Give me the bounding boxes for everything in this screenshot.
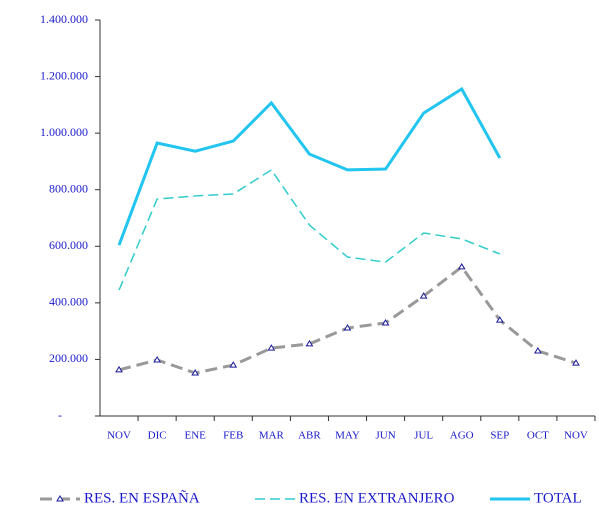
series-line <box>117 86 502 246</box>
marker <box>153 356 161 363</box>
x-tick-label: MAR <box>259 430 285 442</box>
x-tick-label: ENE <box>184 430 206 442</box>
marker <box>191 369 200 376</box>
marker <box>305 339 314 347</box>
y-tick-label: 1.000.000 <box>40 125 88 139</box>
legend-label: RES. EN EXTRANJERO <box>299 490 455 506</box>
marker <box>115 365 123 373</box>
x-tick-label: AGO <box>450 430 474 442</box>
y-tick-label: 800.000 <box>49 181 88 195</box>
marker <box>381 318 390 326</box>
marker <box>419 292 428 299</box>
marker <box>495 316 504 323</box>
marker <box>534 346 542 354</box>
x-tick-label: SEP <box>490 430 509 442</box>
y-tick-label: 400.000 <box>49 295 88 309</box>
marker <box>572 359 580 366</box>
legend-label: TOTAL <box>534 490 582 506</box>
x-tick-label: ABR <box>298 430 321 442</box>
y-tick-label: - <box>58 408 62 422</box>
x-tick-label: MAY <box>335 430 360 442</box>
y-tick-label: 200.000 <box>49 351 88 365</box>
x-tick-label: FEB <box>223 430 243 442</box>
legend-label: RES. EN ESPAÑA <box>84 490 200 506</box>
x-tick-label: NOV <box>107 430 131 442</box>
x-tick-label: JUN <box>375 430 395 442</box>
marker <box>343 324 352 331</box>
y-tick-label: 1.200.000 <box>40 68 88 82</box>
x-tick-label: NOV <box>564 430 588 442</box>
series-line <box>118 264 577 375</box>
marker <box>229 361 238 368</box>
marker <box>457 262 466 270</box>
y-tick-label: 1.400.000 <box>40 12 88 26</box>
x-tick-label: DIC <box>148 430 167 442</box>
y-tick-label: 600.000 <box>49 238 88 252</box>
legend-marker <box>56 495 64 502</box>
marker <box>267 344 276 351</box>
series-line <box>118 168 501 291</box>
x-tick-label: JUL <box>414 430 433 442</box>
x-tick-label: OCT <box>527 430 549 442</box>
